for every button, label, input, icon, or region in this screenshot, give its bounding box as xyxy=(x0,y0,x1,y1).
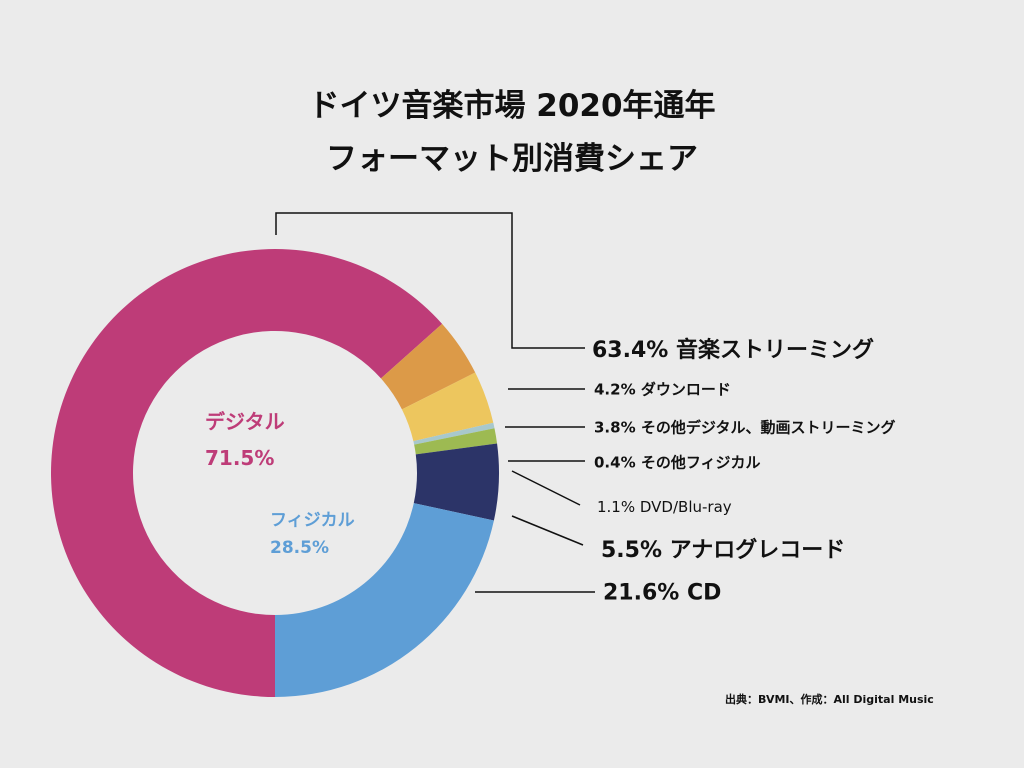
donut-slice-6 xyxy=(275,503,494,697)
leader-line-dvd xyxy=(511,470,581,506)
donut-slice-4 xyxy=(414,428,498,455)
group-label-digital: デジタル xyxy=(205,409,285,434)
leader-line-vinyl xyxy=(511,515,584,546)
chart-title-line1: ドイツ音楽市場 2020年通年 xyxy=(308,88,716,124)
label-other-physical: 0.4% その他フィジカル xyxy=(594,453,761,472)
group-value-digital: 71.5% xyxy=(205,446,275,470)
donut-slice-5 xyxy=(413,443,499,521)
label-dvd: 1.1% DVD/Blu-ray xyxy=(597,498,732,516)
donut-slice-1 xyxy=(380,323,476,410)
leader-line-streaming xyxy=(275,212,585,349)
donut-slice-3 xyxy=(413,422,495,445)
label-vinyl: 5.5% アナログレコード xyxy=(601,538,846,563)
donut-slice-2 xyxy=(401,372,494,442)
chart-title-line2: フォーマット別消費シェア xyxy=(326,141,698,177)
label-other-digital: 3.8% その他デジタル、動画ストリーミング xyxy=(594,418,896,437)
group-value-physical: 28.5% xyxy=(270,538,329,558)
label-cd: 21.6% CD xyxy=(603,580,722,606)
source-note: 出典：BVMI、作成：All Digital Music xyxy=(725,693,934,706)
group-label-physical: フィジカル xyxy=(270,510,355,531)
label-download: 4.2% ダウンロード xyxy=(594,380,731,399)
donut-slice-0 xyxy=(51,249,443,697)
label-streaming: 63.4% 音楽ストリーミング xyxy=(592,338,874,363)
